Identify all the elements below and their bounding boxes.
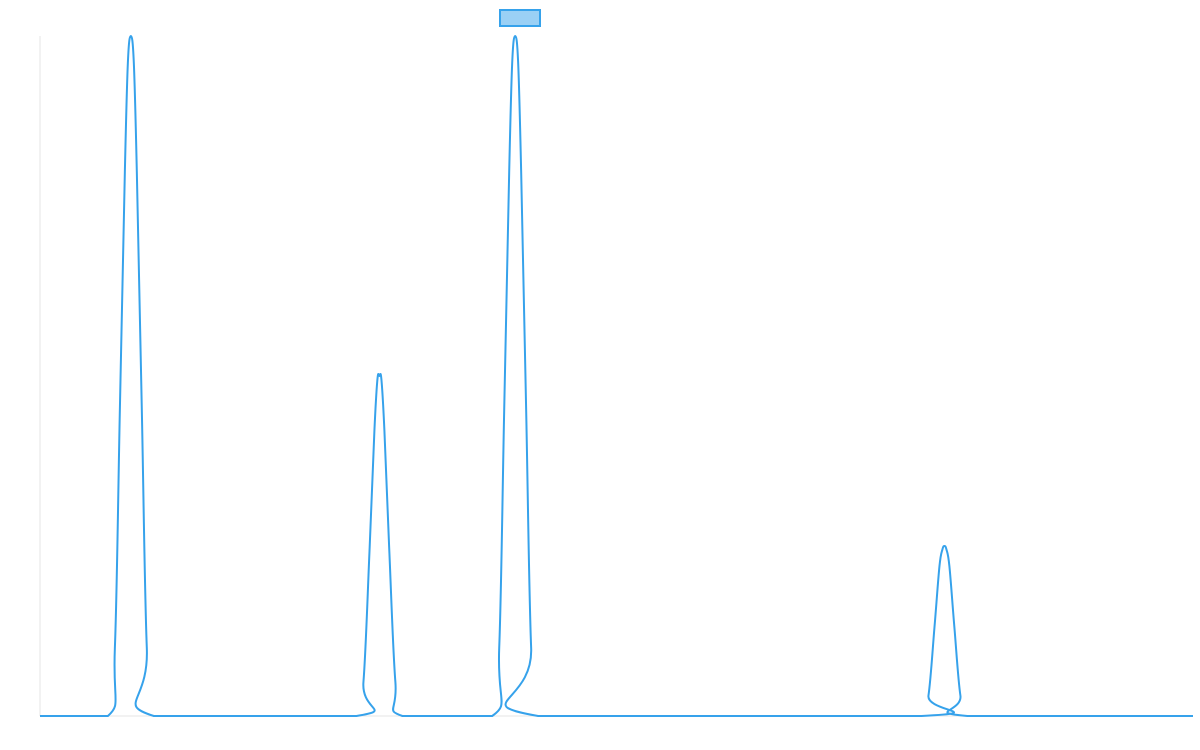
legend[interactable] [499,9,541,27]
series-line-0 [40,35,1193,718]
axes [39,36,1193,717]
series-layer [40,35,1193,718]
legend-swatch-0[interactable] [499,9,541,27]
